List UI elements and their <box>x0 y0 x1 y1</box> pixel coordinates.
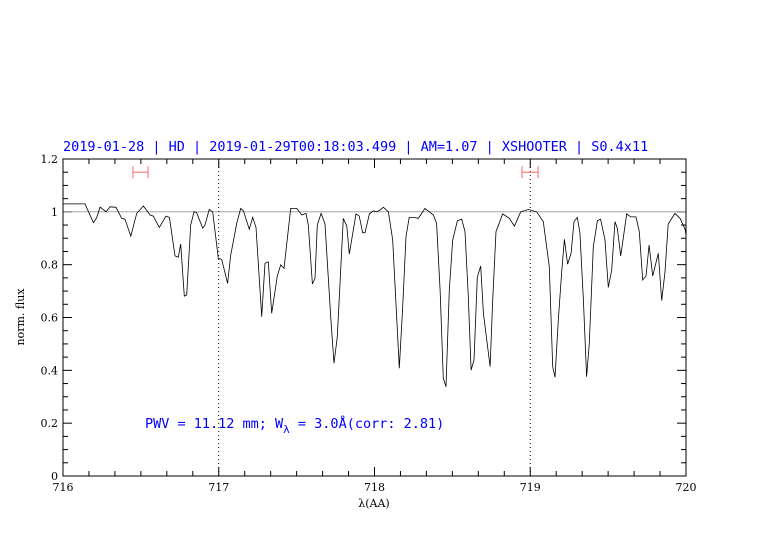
y-tick-label: 0 <box>51 470 58 483</box>
x-tick-label: 719 <box>520 481 541 494</box>
interval-marker <box>521 166 539 179</box>
plot-frame <box>62 158 687 477</box>
interval-marker <box>132 166 149 179</box>
chart-title: 2019-01-28 | HD | 2019-01-29T00:18:03.49… <box>63 139 648 155</box>
y-axis-label: norm. flux <box>14 288 27 346</box>
x-tick-label: 718 <box>364 481 385 494</box>
pwv-annotation: PWV = 11.12 mm; Wλ = 3.0Å(corr: 2.81) <box>145 415 444 436</box>
y-tick-label: 1.2 <box>41 153 59 166</box>
x-tick-label: 716 <box>53 481 74 494</box>
x-tick-label: 717 <box>208 481 229 494</box>
y-tick-label: 1 <box>51 206 58 219</box>
y-tick-label: 0.8 <box>41 259 59 272</box>
y-tick-label: 0.4 <box>41 364 59 377</box>
y-tick-label: 0.6 <box>41 312 59 325</box>
x-axis-label: λ(AA) <box>358 497 389 510</box>
x-tick-label: 720 <box>676 481 697 494</box>
y-tick-label: 0.2 <box>41 417 59 430</box>
spectrum-line <box>63 203 687 387</box>
